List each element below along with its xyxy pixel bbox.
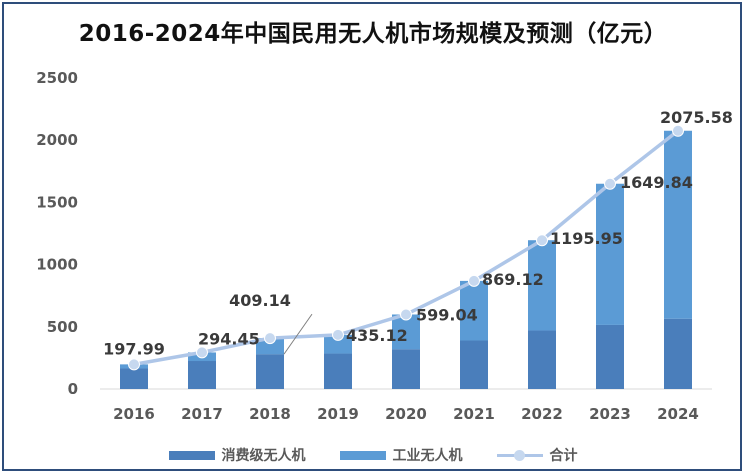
bar-industrial [528, 240, 556, 331]
data-label: 197.99 [103, 339, 165, 358]
label-leader-line [283, 313, 313, 355]
bar-consumer [596, 324, 624, 389]
x-tick-label: 2019 [317, 405, 359, 423]
bar-consumer [664, 318, 692, 389]
legend-item-industrial: 工业无人机 [339, 445, 463, 465]
data-label: 599.04 [416, 305, 478, 324]
chart-title: 2016-2024年中国民用无人机市场规模及预测（亿元） [78, 21, 668, 47]
total-point [536, 234, 548, 247]
data-label: 1195.95 [550, 229, 623, 248]
data-label: 409.14 [229, 291, 291, 310]
data-label: 1649.84 [620, 173, 693, 192]
x-tick-label: 2020 [385, 405, 427, 423]
total-point [400, 308, 412, 321]
x-axis: 2016 2017 2018 2019 2020 2021 2022 2023 2024 [100, 388, 712, 423]
bar-industrial [664, 130, 692, 319]
bar-industrial [256, 338, 284, 355]
bar-consumer [188, 361, 216, 389]
x-tick-label: 2023 [589, 405, 631, 423]
data-label: 2075.58 [660, 108, 733, 127]
legend-item-consumer: 消费级无人机 [168, 445, 306, 465]
total-point [604, 177, 616, 190]
bar-consumer [324, 353, 352, 389]
bar-consumer [120, 368, 148, 389]
legend-label-total: 合计 [549, 448, 578, 464]
data-label: 294.45 [198, 329, 260, 348]
total-point [672, 124, 684, 137]
bar-industrial [596, 183, 624, 325]
total-point [332, 328, 344, 341]
y-tick-label: 500 [47, 318, 78, 336]
bar-consumer [256, 354, 284, 389]
total-point [264, 332, 276, 345]
x-tick-label: 2022 [521, 405, 563, 423]
y-tick-label: 1500 [36, 193, 78, 211]
y-tick-label: 1000 [36, 256, 78, 274]
legend-swatch-industrial [339, 450, 386, 460]
total-point [468, 274, 480, 287]
x-tick-label: 2018 [249, 405, 291, 423]
x-tick-label: 2021 [453, 405, 495, 423]
legend: 消费级无人机 工业无人机 合计 [0, 445, 746, 465]
y-tick-label: 2500 [36, 69, 78, 87]
total-point [196, 346, 208, 359]
total-point [128, 358, 140, 371]
bar-consumer [460, 340, 488, 389]
legend-item-total: 合计 [496, 445, 578, 465]
x-tick-label: 2016 [113, 405, 155, 423]
data-label: 869.12 [482, 270, 544, 289]
data-label: 435.12 [346, 326, 408, 345]
legend-label-consumer: 消费级无人机 [221, 448, 306, 464]
bar-consumer [528, 330, 556, 389]
legend-label-industrial: 工业无人机 [392, 448, 463, 464]
legend-swatch-consumer [168, 450, 215, 460]
legend-swatch-total [496, 449, 543, 461]
x-tick-label: 2024 [657, 405, 699, 423]
y-axis: 0 500 1000 1500 2000 2500 [36, 69, 78, 398]
bar-industrial [324, 334, 352, 354]
bar-industrial [460, 280, 488, 341]
total-line [128, 124, 684, 371]
y-tick-label: 2000 [36, 131, 78, 149]
y-tick-label: 0 [68, 380, 78, 398]
bar-consumer [392, 349, 420, 389]
x-tick-label: 2017 [181, 405, 223, 423]
